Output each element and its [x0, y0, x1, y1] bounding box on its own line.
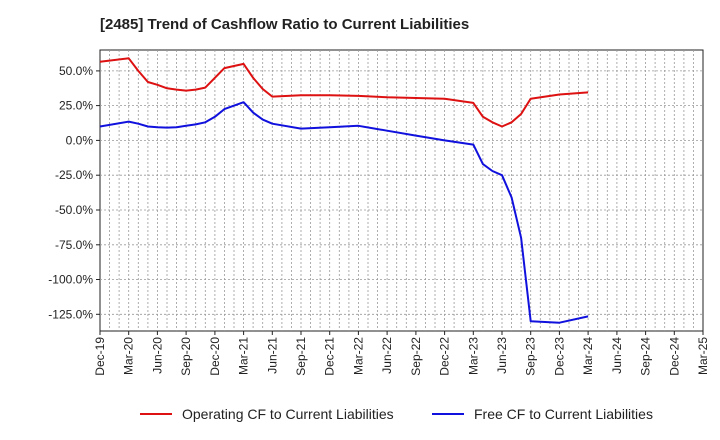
x-tick-label: Sep-20	[179, 337, 193, 376]
series-line-operating-cf	[99, 57, 589, 128]
y-tick-label: -125.0%	[48, 307, 93, 321]
series-lines	[99, 57, 589, 324]
x-tick-label: Mar-21	[237, 337, 251, 375]
legend: Operating CF to Current Liabilities Free …	[140, 406, 653, 422]
legend-label: Free CF to Current Liabilities	[474, 406, 653, 422]
y-tick-label: 25.0%	[59, 99, 93, 113]
y-tick-label: -100.0%	[48, 273, 93, 287]
x-tick-label: Mar-24	[581, 337, 595, 375]
x-tick-label: Mar-23	[466, 337, 480, 375]
y-tick-label: -50.0%	[55, 203, 93, 217]
x-tick-label: Dec-20	[208, 337, 222, 376]
x-tick-label: Jun-21	[265, 337, 279, 374]
x-tick-label: Dec-23	[552, 337, 566, 376]
x-tick-label: Mar-20	[122, 337, 136, 375]
x-tick-label: Jun-24	[610, 337, 624, 374]
y-tick-label: -75.0%	[55, 238, 93, 252]
series-line-free-cf	[99, 101, 589, 324]
grid-lines	[100, 50, 703, 331]
x-tick-label: Dec-19	[93, 337, 107, 376]
y-tick-label: 0.0%	[66, 133, 94, 147]
x-tick-label: Dec-21	[323, 337, 337, 376]
legend-label: Operating CF to Current Liabilities	[182, 406, 394, 422]
y-tick-label: -25.0%	[55, 168, 93, 182]
chart-title: [2485] Trend of Cashflow Ratio to Curren…	[100, 16, 470, 33]
x-tick-label: Sep-24	[639, 337, 653, 376]
plot-area-border	[99, 49, 704, 332]
x-tick-label: Mar-25	[696, 337, 710, 375]
x-tick-label: Mar-22	[351, 337, 365, 375]
x-tick-label: Sep-22	[409, 337, 423, 376]
x-tick-label: Jun-20	[150, 337, 164, 374]
x-tick-label: Sep-21	[294, 337, 308, 376]
x-tick-label: Jun-22	[380, 337, 394, 374]
x-tick-label: Dec-22	[438, 337, 452, 376]
axes: 50.0% 25.0% 0.0% -25.0% -50.0% -75.0% -100.0% -…	[48, 64, 710, 376]
x-tick-label: Jun-23	[495, 337, 509, 374]
y-tick-label: 50.0%	[59, 64, 93, 78]
x-tick-label: Dec-24	[667, 337, 681, 376]
x-tick-label: Sep-23	[524, 337, 538, 376]
